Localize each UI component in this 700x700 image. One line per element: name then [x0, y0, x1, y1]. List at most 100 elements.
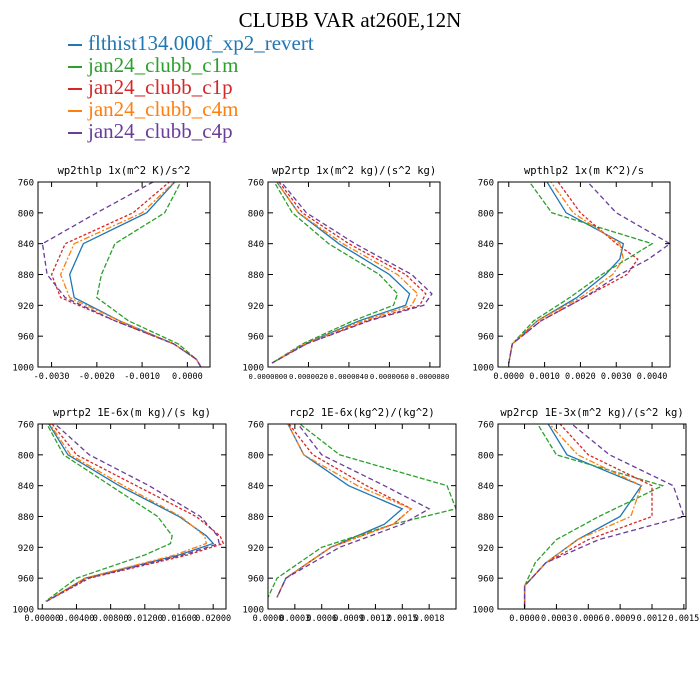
- x-tick-label: 0.00000: [24, 614, 60, 624]
- legend-label: jan24_clubb_c1m: [88, 53, 239, 77]
- y-tick-label: 960: [18, 333, 34, 343]
- series-line: [46, 424, 215, 602]
- x-tick-label: 0.01600: [161, 614, 197, 624]
- chart-panel: wp2rtp 1x(m^2 kg)/(s^2 kg) 760 800 840 880 92…: [242, 165, 449, 381]
- y-tick-label: 1000: [242, 364, 264, 374]
- y-tick-label: 840: [18, 482, 34, 492]
- y-tick-label: 920: [248, 544, 264, 554]
- x-tick-label: 0.0006: [306, 614, 337, 624]
- chart-title: wpthlp2 1x(m K^2)/s: [524, 165, 644, 177]
- series-line: [69, 182, 202, 367]
- legend-line-icon: [68, 66, 82, 69]
- y-tick-label: 800: [248, 209, 264, 219]
- series-line: [268, 424, 456, 598]
- x-tick-label: 0.0000: [172, 372, 203, 382]
- x-tick-label: -0.0010: [124, 372, 160, 382]
- series-line: [46, 424, 220, 602]
- y-tick-label: 920: [478, 544, 494, 554]
- y-tick-label: 920: [478, 302, 494, 312]
- legend-item: jan24_clubb_c1m: [68, 54, 314, 76]
- legend-label: jan24_clubb_c4p: [88, 119, 233, 143]
- y-tick-label: 760: [478, 421, 494, 431]
- x-tick-label: 0.0010: [529, 372, 560, 382]
- series-line: [271, 182, 399, 364]
- legend-item: jan24_clubb_c1p: [68, 76, 314, 98]
- series-line: [271, 182, 427, 364]
- figure-title: CLUBB VAR at260E,12N: [238, 8, 462, 32]
- x-tick-label: 0.0018: [414, 614, 445, 624]
- x-tick-label: 0.0000: [509, 614, 540, 624]
- y-tick-label: 760: [248, 421, 264, 431]
- series-line: [508, 182, 639, 364]
- chart-title: wp2thlp 1x(m^2 K)/s^2: [58, 165, 191, 177]
- chart-panel: rcp2 1E-6x(kg^2)/(kg^2) 760 800 840 880 920 96…: [242, 407, 457, 624]
- x-tick-label: 0.0009: [333, 614, 364, 624]
- y-tick-label: 800: [18, 209, 34, 219]
- legend-line-icon: [68, 110, 82, 113]
- series-line: [508, 182, 625, 364]
- y-tick-label: 960: [248, 575, 264, 585]
- y-tick-label: 840: [478, 240, 494, 250]
- y-tick-label: 840: [248, 240, 264, 250]
- x-tick-label: 0.0000000: [249, 372, 288, 381]
- x-tick-label: 0.0012: [637, 614, 668, 624]
- x-tick-label: 0.0000040: [329, 372, 368, 381]
- legend-item: jan24_clubb_c4m: [68, 98, 314, 120]
- y-tick-label: 760: [248, 179, 264, 189]
- y-tick-label: 1000: [242, 606, 264, 616]
- y-tick-label: 880: [248, 513, 264, 523]
- x-tick-label: 0.0003: [279, 614, 310, 624]
- legend-item: flthist134.000f_xp2_revert: [68, 32, 314, 54]
- y-tick-label: 800: [478, 451, 494, 461]
- y-tick-label: 1000: [12, 364, 34, 374]
- series-line: [96, 182, 202, 367]
- y-tick-label: 840: [248, 482, 264, 492]
- y-tick-label: 1000: [472, 606, 494, 616]
- x-tick-label: 0.0015: [387, 614, 418, 624]
- plot-frame: [267, 181, 441, 368]
- x-tick-label: 0.0030: [601, 372, 632, 382]
- y-tick-label: 840: [478, 482, 494, 492]
- x-tick-label: 0.02000: [195, 614, 231, 624]
- legend: flthist134.000f_xp2_revert jan24_clubb_c1…: [68, 32, 314, 142]
- y-tick-label: 880: [248, 271, 264, 281]
- y-tick-label: 960: [248, 333, 264, 343]
- y-tick-label: 920: [18, 544, 34, 554]
- x-tick-label: 0.00800: [93, 614, 129, 624]
- plot-frame: [37, 181, 211, 368]
- x-tick-label: -0.0020: [79, 372, 115, 382]
- legend-label: flthist134.000f_xp2_revert: [88, 31, 314, 55]
- x-tick-label: 0.0000080: [410, 372, 449, 381]
- series-line: [508, 182, 654, 364]
- chart-title: wprtp2 1E-6x(m kg)/(s kg): [53, 407, 211, 419]
- x-tick-label: 0.0012: [360, 614, 391, 624]
- chart-panel: wprtp2 1E-6x(m kg)/(s kg) 760 800 840 880 920…: [12, 407, 231, 624]
- x-tick-label: 0.0006: [573, 614, 604, 624]
- chart-title: wp2rcp 1E-3x(m^2 kg)/(s^2 kg): [500, 407, 683, 419]
- y-tick-label: 880: [478, 513, 494, 523]
- legend-line-icon: [68, 88, 82, 91]
- y-tick-label: 960: [478, 333, 494, 343]
- y-tick-label: 1000: [472, 364, 494, 374]
- series-line: [50, 182, 202, 367]
- series-line: [41, 182, 202, 367]
- legend-item: jan24_clubb_c4p: [68, 120, 314, 142]
- y-tick-label: 760: [18, 179, 34, 189]
- legend-label: jan24_clubb_c1p: [88, 75, 233, 99]
- series-line: [276, 424, 413, 598]
- x-tick-label: -0.0030: [34, 372, 70, 382]
- x-tick-label: 0.0040: [637, 372, 668, 382]
- x-tick-label: 0.0009: [605, 614, 636, 624]
- series-line: [523, 424, 643, 609]
- series-line: [271, 182, 419, 364]
- series-line: [46, 424, 208, 602]
- legend-label: jan24_clubb_c4m: [88, 97, 239, 121]
- x-tick-label: 0.0015: [669, 614, 700, 624]
- chart-panel: wp2rcp 1E-3x(m^2 kg)/(s^2 kg) 760 800 840 88…: [472, 407, 699, 624]
- plot-frame: [267, 423, 457, 610]
- y-tick-label: 1000: [12, 606, 34, 616]
- x-tick-label: 0.0000020: [289, 372, 328, 381]
- y-tick-label: 760: [18, 421, 34, 431]
- series-line: [271, 182, 433, 364]
